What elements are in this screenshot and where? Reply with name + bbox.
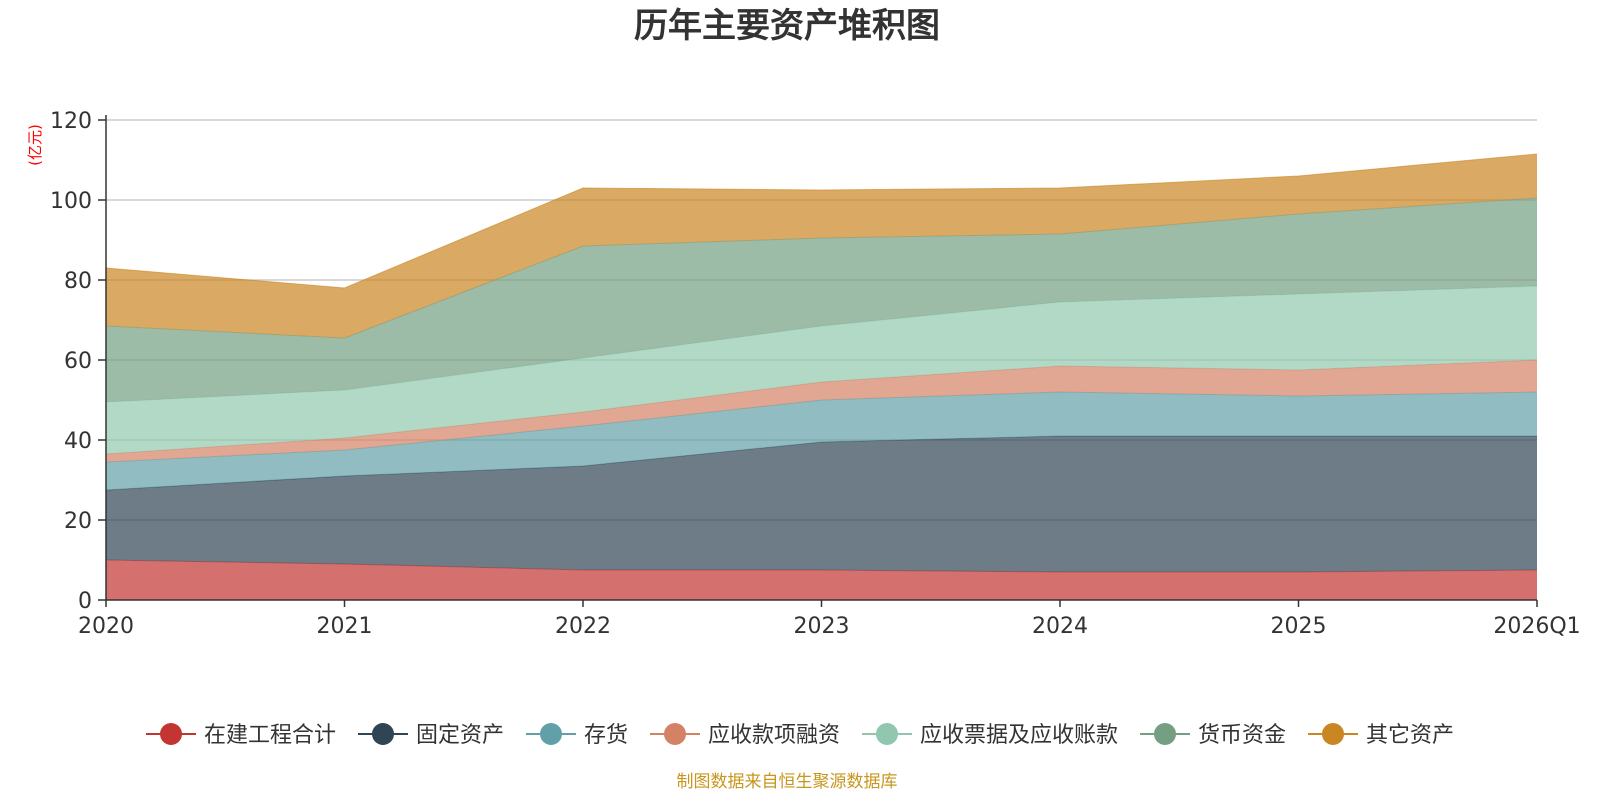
legend-label: 固定资产 xyxy=(416,723,504,748)
x-tick-label: 2024 xyxy=(1032,614,1088,639)
legend-circle-icon xyxy=(1154,723,1176,745)
chart-title: 历年主要资产堆积图 xyxy=(634,6,940,46)
legend-label: 应收款项融资 xyxy=(708,723,840,748)
legend-item-0[interactable]: 在建工程合计 xyxy=(146,723,336,748)
x-tick-label: 2021 xyxy=(317,614,373,639)
legend-circle-icon xyxy=(540,723,562,745)
data-source-note: 制图数据来自恒生聚源数据库 xyxy=(677,772,898,792)
legend-circle-icon xyxy=(664,723,686,745)
area-series-5[interactable] xyxy=(106,198,1537,402)
x-tick-label: 2022 xyxy=(555,614,611,639)
area-series-1[interactable] xyxy=(106,436,1537,572)
legend[interactable]: 在建工程合计 固定资产 存货 应收款项融资 应收票据及应收账款 货币资金 其它资产 xyxy=(146,723,1454,748)
x-tick-label: 2020 xyxy=(78,614,134,639)
legend-label: 在建工程合计 xyxy=(204,723,336,748)
legend-item-3[interactable]: 应收款项融资 xyxy=(650,723,840,748)
area-series-4[interactable] xyxy=(106,286,1537,454)
legend-label: 货币资金 xyxy=(1198,723,1286,748)
area-series-6[interactable] xyxy=(106,154,1537,338)
legend-item-1[interactable]: 固定资产 xyxy=(358,723,504,748)
legend-circle-icon xyxy=(1322,723,1344,745)
y-axis-unit-label: (亿元) xyxy=(26,124,44,166)
legend-item-6[interactable]: 其它资产 xyxy=(1308,723,1454,748)
y-tick-label: 20 xyxy=(64,509,92,534)
y-tick-label: 60 xyxy=(64,349,92,374)
legend-item-4[interactable]: 应收票据及应收账款 xyxy=(862,723,1118,748)
legend-circle-icon xyxy=(160,723,182,745)
x-tick-label: 2026Q1 xyxy=(1493,614,1580,639)
area-series-2[interactable] xyxy=(106,392,1537,490)
legend-circle-icon xyxy=(876,723,898,745)
x-tick-label: 2023 xyxy=(794,614,850,639)
legend-label: 存货 xyxy=(584,723,628,748)
legend-circle-icon xyxy=(372,723,394,745)
axes: 0 20 40 60 80 100 120 2020 2021 2022 2023 2024 2025 2… xyxy=(50,109,1581,639)
y-tick-label: 80 xyxy=(64,269,92,294)
area-series-edge-6 xyxy=(105,153,1538,289)
y-tick-label: 40 xyxy=(64,429,92,454)
y-tick-label: 0 xyxy=(78,589,92,614)
legend-item-2[interactable]: 存货 xyxy=(526,723,628,748)
legend-label: 应收票据及应收账款 xyxy=(920,723,1118,748)
legend-label: 其它资产 xyxy=(1366,723,1454,748)
stacked-areas xyxy=(105,153,1538,600)
y-tick-label: 120 xyxy=(50,109,92,134)
x-tick-label: 2025 xyxy=(1271,614,1327,639)
y-tick-label: 100 xyxy=(50,189,92,214)
area-series-3[interactable] xyxy=(106,360,1537,462)
area-series-0[interactable] xyxy=(106,560,1537,600)
legend-item-5[interactable]: 货币资金 xyxy=(1140,723,1286,748)
